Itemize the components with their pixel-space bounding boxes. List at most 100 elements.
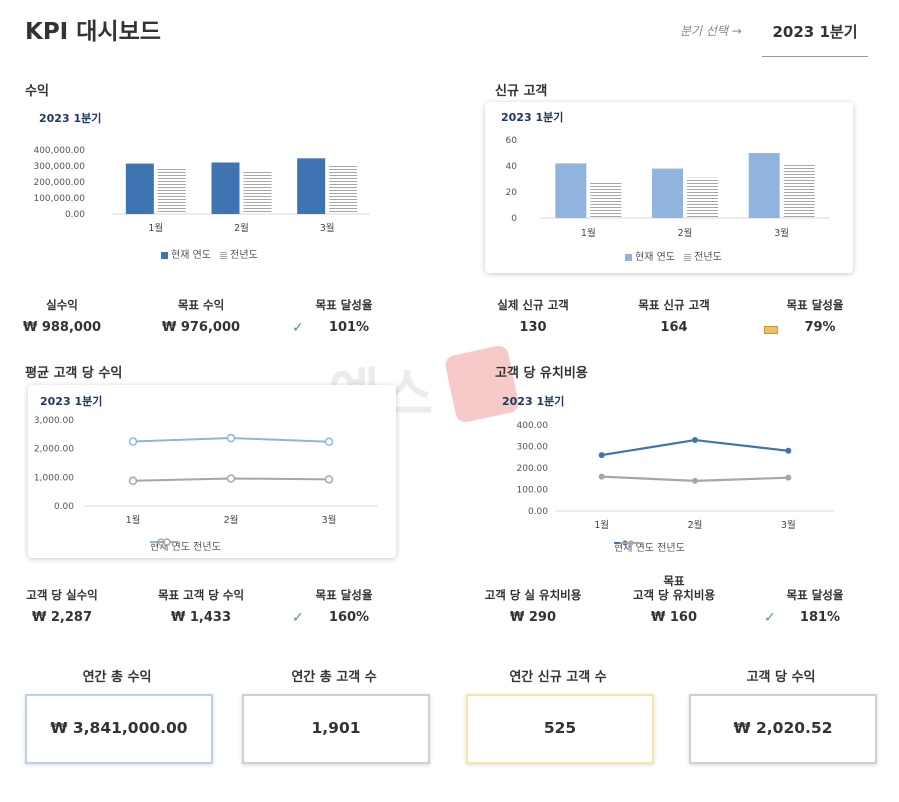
kpi-label: 목표 수익	[177, 298, 225, 312]
quarter-select-label: 분기 선택 →	[680, 24, 742, 38]
bar-prior	[243, 171, 272, 214]
point-prior	[785, 474, 792, 481]
point-prior	[692, 477, 698, 484]
revenue-chart-svg: 0.00 100,000.00 200,000.00 300,000.00 400,00…	[33, 146, 370, 234]
y-tick-label: 300.00	[517, 443, 549, 453]
legend-swatch-prior	[684, 253, 692, 261]
kpi-label: 목표 달성율	[315, 298, 373, 312]
check-icon: ✓	[764, 610, 776, 626]
section-title-new-customers: 신규 고객	[495, 84, 548, 99]
point-current	[226, 433, 236, 443]
point-current	[785, 447, 792, 454]
y-tick-label: 1,000.00	[34, 473, 74, 483]
y-tick-label: 20	[506, 188, 518, 198]
y-tick-label: 60	[506, 136, 518, 146]
point-current	[128, 437, 138, 446]
kpi-value: ₩ 290	[509, 610, 556, 625]
kpi-actual-rev-per-customer: 고객 당 실수익 ₩ 2,287	[0, 588, 132, 625]
kpi-value: ₩ 160	[650, 610, 697, 625]
total-label: 연간 총 고객 수	[291, 670, 377, 685]
x-tick-label: 3월	[774, 227, 789, 239]
kpi-actual-acq-cost: 고객 당 실 유치비용 ₩ 290	[463, 588, 603, 625]
rev-per-customer-chart-legend: 현재 연도 전년도	[150, 538, 221, 553]
y-tick-label: 3,000.00	[34, 416, 74, 426]
kpi-label-top: 목표	[663, 574, 685, 588]
bar-prior	[590, 181, 622, 218]
y-tick-label: 0	[511, 214, 517, 224]
kpi-rev-per-customer-achievement: 목표 달성율 160%	[274, 588, 414, 625]
kpi-target-revenue: 목표 수익 ₩ 976,000	[131, 298, 271, 335]
kpi-value: ₩ 2,287	[32, 610, 92, 625]
new-customers-chart-svg: 0 20 40 60 1월 2월 3월	[506, 136, 830, 239]
revenue-chart: 2023 1분기 0.00 100,000.00 200,000.00 300,000…	[25, 100, 405, 280]
legend-swatch-prior	[220, 251, 228, 259]
kpi-actual-revenue: 실수익 ₩ 988,000	[0, 298, 132, 335]
total-rev-per-customer: 고객 당 수익 ₩ 2,020.52	[689, 666, 877, 764]
point-prior	[226, 474, 236, 483]
y-tick-label: 200.00	[517, 464, 549, 474]
legend-label-current: 현재 연도	[614, 543, 654, 554]
x-tick-label: 1월	[581, 227, 596, 239]
quarter-select[interactable]: 2023 1분기	[762, 8, 868, 57]
section-title-revenue: 수익	[25, 84, 49, 99]
bar-current	[211, 162, 240, 214]
rev-per-customer-chart-svg: 0.00 1,000.00 2,000.00 3,000.00 1월 2월 3월	[34, 416, 378, 526]
kpi-actual-new-customers: 실제 신규 고객 130	[463, 298, 603, 335]
x-tick-label: 2월	[224, 514, 239, 526]
point-prior	[128, 476, 138, 486]
point-prior	[324, 475, 334, 484]
bar-prior	[687, 177, 718, 218]
kpi-target-acq-cost: 목표 고객 당 유치비용 ₩ 160	[604, 574, 744, 625]
rev-per-customer-chart-title: 2023 1분기	[40, 395, 103, 408]
check-icon: ✓	[292, 320, 304, 336]
check-icon: ✓	[292, 610, 304, 626]
kpi-label: 목표 달성율	[786, 298, 844, 312]
total-value: 525	[543, 719, 577, 737]
point-current	[324, 437, 334, 447]
revenue-chart-legend: 현재 연도 전년도	[161, 246, 258, 261]
x-tick-label: 2월	[234, 222, 249, 234]
total-value: ₩ 2,020.52	[733, 719, 833, 737]
x-tick-label: 3월	[322, 514, 337, 526]
kpi-label: 고객 당 유치비용	[632, 588, 716, 602]
bar-current	[652, 168, 683, 218]
y-tick-label: 2,000.00	[34, 445, 74, 455]
section-title-acq-cost: 고객 당 유치비용	[495, 366, 588, 381]
bar-prior	[157, 168, 186, 214]
kpi-label: 목표 달성율	[786, 588, 844, 602]
total-value: ₩ 3,841,000.00	[50, 719, 188, 737]
total-annual-customers: 연간 총 고객 수 1,901	[242, 666, 430, 764]
x-tick-label: 2월	[688, 519, 703, 531]
x-tick-label: 1월	[148, 222, 163, 234]
legend-swatch-prior	[620, 540, 642, 546]
bar-current	[125, 163, 154, 214]
x-tick-label: 3월	[320, 222, 335, 234]
kpi-value: 181%	[799, 610, 841, 625]
y-tick-label: 300,000.00	[33, 162, 85, 172]
legend-swatch-prior	[156, 538, 178, 546]
total-value: 1,901	[311, 719, 361, 737]
section-title-rev-per-customer: 평균 고객 당 수익	[25, 366, 123, 381]
legend-label-current: 현재 연도	[171, 250, 211, 261]
kpi-label: 고객 당 실수익	[26, 588, 98, 602]
total-value-box: 1,901	[242, 694, 430, 764]
legend-label-prior: 전년도	[694, 252, 722, 263]
y-tick-label: 400.00	[517, 421, 549, 431]
kpi-value: ₩ 988,000	[22, 320, 102, 335]
legend-label-current: 현재 연도	[150, 542, 190, 553]
legend-label-current: 현재 연도	[635, 252, 675, 263]
kpi-target-rev-per-customer: 목표 고객 당 수익 ₩ 1,433	[131, 588, 271, 625]
kpi-new-customers-achievement: 목표 달성율 79%	[745, 298, 885, 335]
kpi-label: 고객 당 실 유치비용	[484, 588, 582, 602]
kpi-value: 160%	[328, 610, 370, 625]
bar-prior	[329, 165, 358, 214]
kpi-label: 목표 신규 고객	[638, 298, 710, 312]
y-tick-label: 0.00	[528, 507, 548, 517]
y-tick-label: 0.00	[54, 502, 74, 512]
legend-swatch-current	[161, 251, 168, 259]
total-value-box: 525	[466, 694, 654, 764]
y-tick-label: 40	[506, 162, 518, 172]
y-tick-label: 400,000.00	[33, 146, 85, 156]
bar-current	[748, 153, 780, 218]
legend-label-prior: 전년도	[657, 543, 685, 554]
